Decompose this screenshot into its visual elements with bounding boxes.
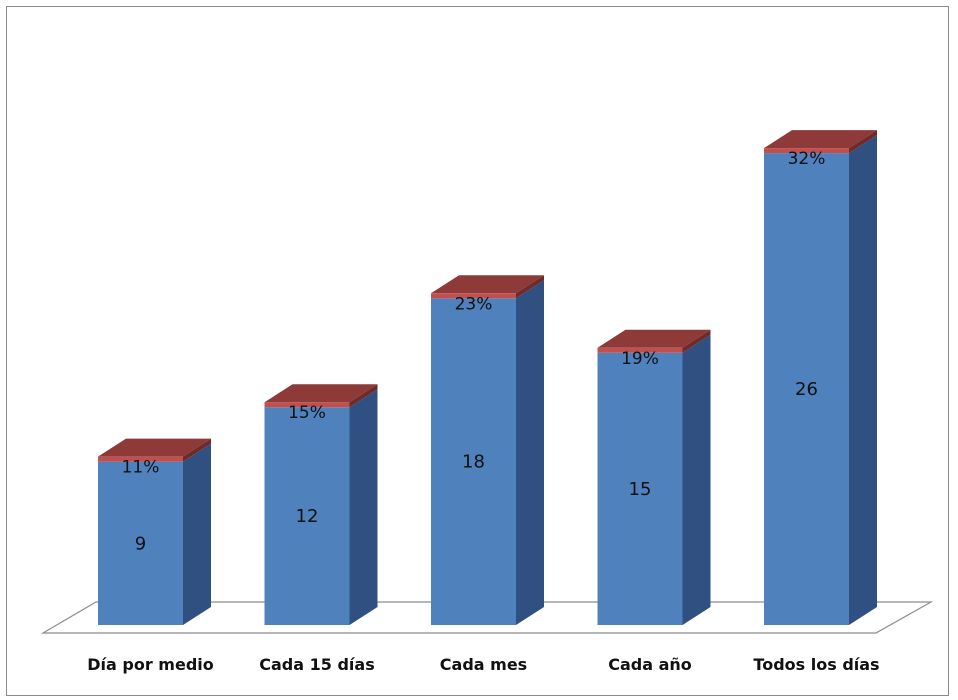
cap-top-face (264, 384, 378, 403)
cap-top-face (597, 329, 711, 348)
x-tick-label: Cada año (608, 655, 692, 674)
x-axis-tick-labels: Día por medio Cada 15 días Cada mes Cada añ… (87, 655, 879, 674)
cap-front-face (764, 148, 849, 154)
x-tick-label: Cada mes (440, 655, 527, 674)
cap-side-face (516, 275, 544, 299)
bar-front-face (431, 298, 516, 625)
bar-4: 15 19% (597, 329, 711, 625)
bar-percent-label: 23% (455, 294, 493, 314)
bar-front-face (98, 461, 183, 625)
bars-group: 9 11% 12 15% 18 23% 15 19% 26 32% (98, 130, 877, 625)
bar-2: 12 15% (264, 384, 378, 625)
bar-value-label: 9 (135, 533, 146, 554)
cap-top-face (764, 130, 877, 149)
bar-percent-label: 15% (288, 403, 326, 423)
cap-side-face (682, 329, 711, 353)
bar-percent-label: 32% (788, 149, 826, 169)
x-tick-label: Todos los días (753, 655, 879, 674)
x-tick-label: Cada 15 días (259, 655, 374, 674)
bar-value-label: 26 (795, 379, 818, 400)
bar-5: 26 32% (764, 130, 877, 625)
bar-side-face (349, 389, 378, 625)
cap-side-face (849, 130, 877, 154)
cap-front-face (264, 402, 350, 408)
bar-side-face (516, 280, 544, 625)
bar-value-label: 18 (462, 452, 485, 473)
bar-front-face (597, 352, 683, 625)
cap-side-face (183, 438, 211, 462)
bar-percent-label: 19% (621, 349, 659, 369)
bar-side-face (183, 443, 211, 625)
cap-front-face (98, 456, 183, 462)
bar-side-face (682, 334, 711, 625)
bar-percent-label: 11% (122, 458, 160, 478)
bar-front-face (264, 407, 350, 625)
bar-value-label: 15 (629, 479, 652, 500)
bar-3: 18 23% (431, 275, 544, 625)
bar-1: 9 11% (98, 438, 211, 625)
cap-front-face (597, 347, 683, 353)
x-tick-label: Día por medio (87, 655, 214, 674)
chart-floor (40, 601, 934, 634)
cap-front-face (431, 293, 516, 299)
bar-side-face (849, 135, 877, 625)
bar-value-label: 12 (296, 506, 319, 527)
cap-side-face (349, 384, 378, 408)
cap-top-face (98, 438, 211, 457)
bar-front-face (764, 153, 849, 625)
cap-top-face (431, 275, 544, 294)
